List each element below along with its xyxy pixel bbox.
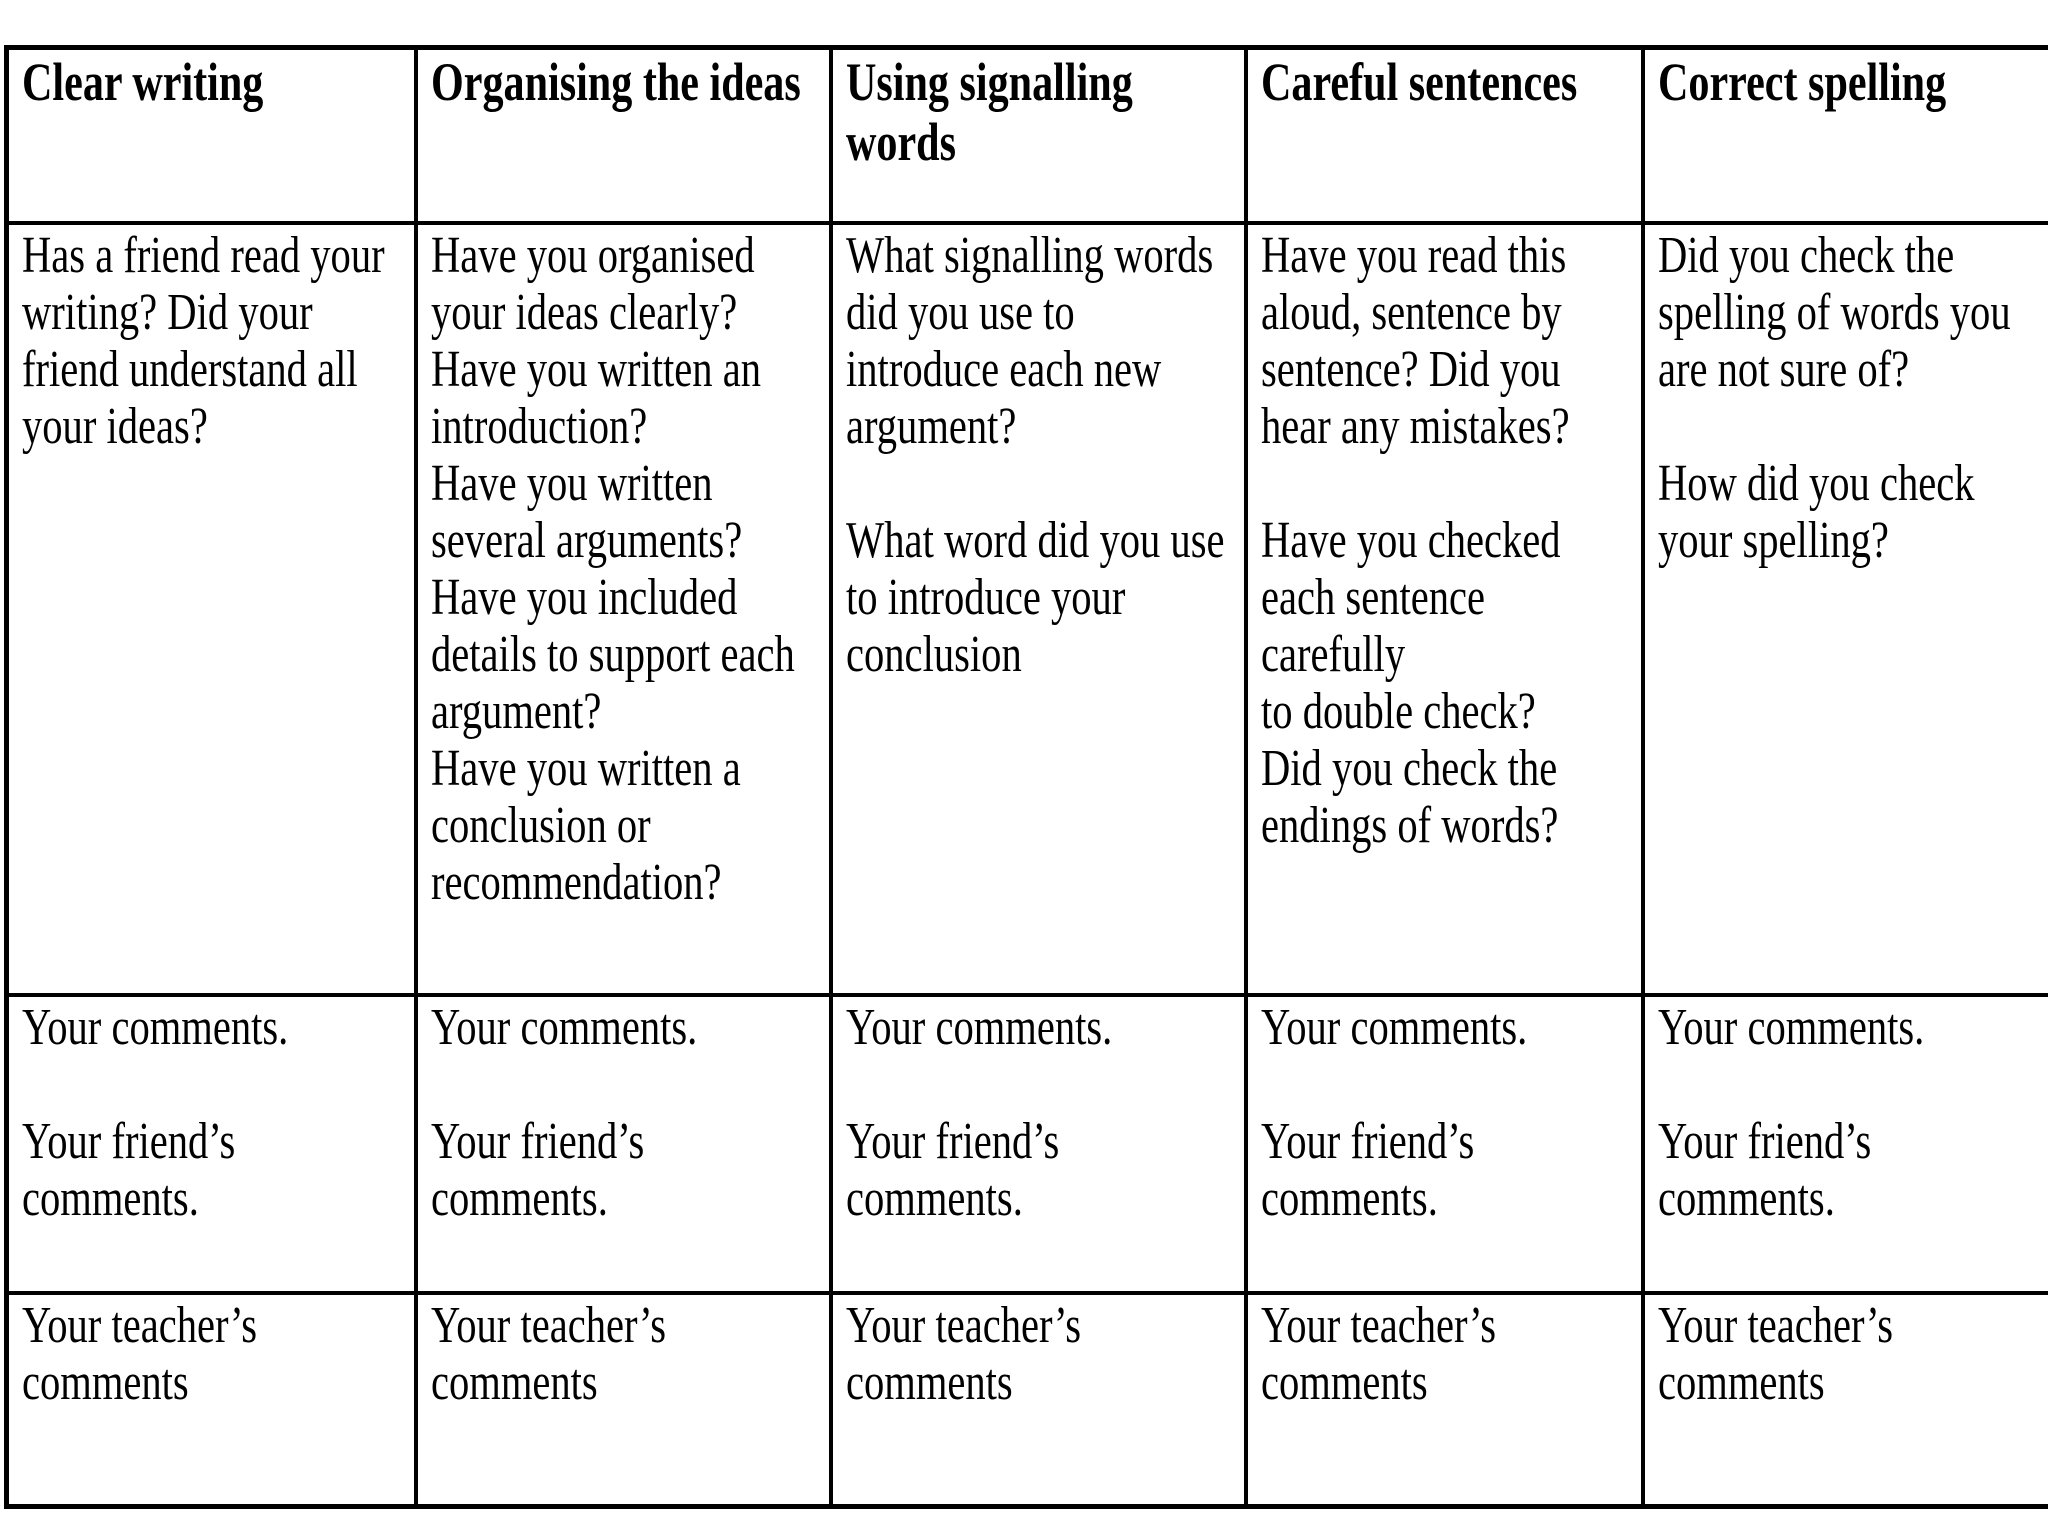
questions-cell-signalling-words: What signalling words did you use to int… bbox=[828, 220, 1248, 997]
comments-row: Your comments. Your friend’s comments. Y… bbox=[4, 992, 2048, 1295]
writing-checklist-table: Clear writing Organising the ideas Using… bbox=[4, 45, 2048, 1509]
questions-row: Has a friend read your writing? Did your… bbox=[4, 220, 2048, 997]
questions-cell-organising-ideas: Have you organised your ideas clearly? H… bbox=[413, 220, 833, 997]
teacher-cell-organising-ideas: Your teacher’s comments bbox=[413, 1290, 833, 1509]
comments-text: Your comments. Your friend’s comments. bbox=[845, 998, 1112, 1227]
comments-cell-careful-sentences: Your comments. Your friend’s comments. bbox=[1243, 992, 1645, 1295]
header-cell-careful-sentences: Careful sentences bbox=[1243, 45, 1645, 225]
teacher-text: Your teacher’s comments bbox=[1657, 1296, 1893, 1411]
teacher-cell-signalling-words: Your teacher’s comments bbox=[828, 1290, 1248, 1509]
column-header: Using signalling words bbox=[845, 52, 1133, 172]
header-cell-signalling-words: Using signalling words bbox=[828, 45, 1248, 225]
teacher-text: Your teacher’s comments bbox=[22, 1296, 258, 1411]
comments-cell-signalling-words: Your comments. Your friend’s comments. bbox=[828, 992, 1248, 1295]
questions-text: What signalling words did you use to int… bbox=[845, 226, 1224, 683]
teacher-cell-clear-writing: Your teacher’s comments bbox=[4, 1290, 418, 1509]
teacher-comments-row: Your teacher’s comments Your teacher’s c… bbox=[4, 1290, 2048, 1509]
comments-text: Your comments. Your friend’s comments. bbox=[430, 998, 697, 1227]
questions-cell-careful-sentences: Have you read this aloud, sentence by se… bbox=[1243, 220, 1645, 997]
questions-cell-clear-writing: Has a friend read your writing? Did your… bbox=[4, 220, 418, 997]
teacher-text: Your teacher’s comments bbox=[430, 1296, 666, 1411]
comments-text: Your comments. Your friend’s comments. bbox=[1260, 998, 1527, 1227]
column-header: Correct spelling bbox=[1657, 52, 1946, 112]
questions-text: Did you check the spelling of words you … bbox=[1657, 226, 2011, 569]
teacher-cell-correct-spelling: Your teacher’s comments bbox=[1640, 1290, 2048, 1509]
column-header: Organising the ideas bbox=[430, 52, 801, 112]
header-cell-correct-spelling: Correct spelling bbox=[1640, 45, 2048, 225]
comments-text: Your comments. Your friend’s comments. bbox=[1657, 998, 1924, 1227]
questions-cell-correct-spelling: Did you check the spelling of words you … bbox=[1640, 220, 2048, 997]
header-cell-clear-writing: Clear writing bbox=[4, 45, 418, 225]
comments-cell-correct-spelling: Your comments. Your friend’s comments. bbox=[1640, 992, 2048, 1295]
questions-text: Have you read this aloud, sentence by se… bbox=[1260, 226, 1570, 854]
teacher-text: Your teacher’s comments bbox=[845, 1296, 1081, 1411]
header-row: Clear writing Organising the ideas Using… bbox=[4, 45, 2048, 225]
column-header: Clear writing bbox=[22, 52, 264, 112]
header-cell-organising-ideas: Organising the ideas bbox=[413, 45, 833, 225]
comments-cell-clear-writing: Your comments. Your friend’s comments. bbox=[4, 992, 418, 1295]
questions-text: Has a friend read your writing? Did your… bbox=[22, 226, 385, 455]
comments-cell-organising-ideas: Your comments. Your friend’s comments. bbox=[413, 992, 833, 1295]
questions-text: Have you organised your ideas clearly? H… bbox=[430, 226, 795, 911]
teacher-text: Your teacher’s comments bbox=[1260, 1296, 1496, 1411]
teacher-cell-careful-sentences: Your teacher’s comments bbox=[1243, 1290, 1645, 1509]
comments-text: Your comments. Your friend’s comments. bbox=[22, 998, 289, 1227]
column-header: Careful sentences bbox=[1260, 52, 1577, 112]
